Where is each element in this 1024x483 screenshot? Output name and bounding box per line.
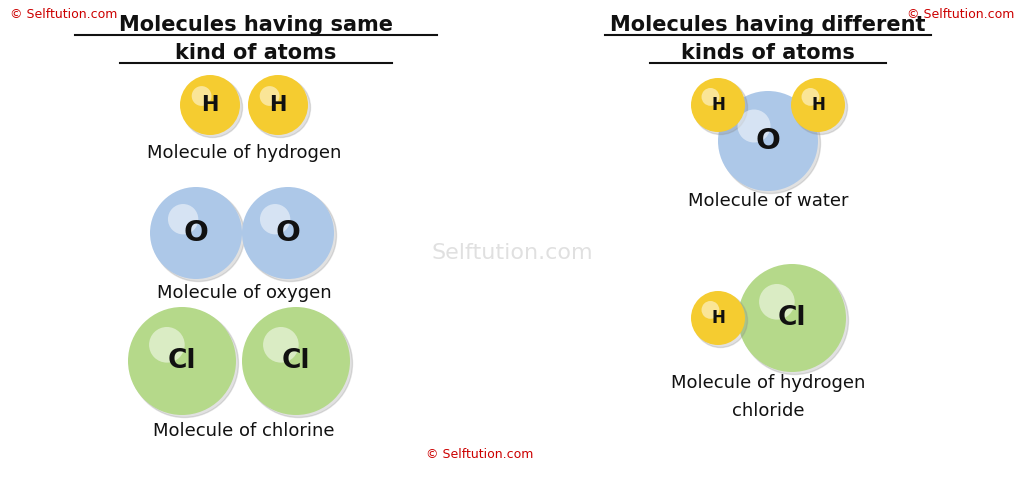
Circle shape [128,307,236,415]
Text: O: O [275,219,300,247]
Text: Cl: Cl [778,305,806,331]
Text: O: O [183,219,209,247]
Circle shape [759,284,795,320]
Circle shape [737,110,770,142]
Circle shape [251,77,310,138]
Circle shape [150,327,184,363]
Circle shape [693,294,748,347]
Text: H: H [711,309,725,327]
Text: Molecules having same: Molecules having same [119,15,393,35]
Text: Molecule of chlorine: Molecule of chlorine [154,422,335,440]
Circle shape [701,301,719,319]
Circle shape [150,187,242,279]
Text: Cl: Cl [168,348,197,374]
Circle shape [738,264,846,372]
Circle shape [693,81,748,134]
Text: H: H [711,96,725,114]
Circle shape [242,187,334,279]
Circle shape [248,75,308,135]
Text: Molecule of hydrogen: Molecule of hydrogen [671,374,865,392]
Circle shape [245,310,352,417]
Text: Selftution.com: Selftution.com [431,243,593,263]
Circle shape [168,204,199,234]
Circle shape [263,327,299,363]
Text: H: H [811,96,825,114]
Circle shape [182,77,243,138]
Circle shape [740,267,849,374]
Circle shape [691,78,745,132]
Text: kind of atoms: kind of atoms [175,43,337,63]
Text: O: O [756,127,780,155]
Text: © Selftution.com: © Selftution.com [426,448,534,461]
Circle shape [153,189,245,282]
Text: Molecule of water: Molecule of water [688,192,848,210]
Text: Molecules having different: Molecules having different [610,15,926,35]
Text: Molecule of oxygen: Molecule of oxygen [157,284,332,302]
Text: H: H [202,95,219,115]
Text: © Selftution.com: © Selftution.com [10,8,118,21]
Circle shape [245,189,337,282]
Circle shape [260,204,290,234]
Circle shape [721,94,820,194]
Text: Molecule of hydrogen: Molecule of hydrogen [146,144,341,162]
Circle shape [242,307,350,415]
Text: H: H [269,95,287,115]
Text: kinds of atoms: kinds of atoms [681,43,855,63]
Circle shape [180,75,240,135]
Circle shape [130,310,239,417]
Circle shape [718,91,818,191]
Circle shape [794,81,848,134]
Text: Cl: Cl [282,348,310,374]
Text: chloride: chloride [732,402,804,420]
Circle shape [191,86,212,106]
Circle shape [691,291,745,345]
Circle shape [802,88,819,106]
Text: © Selftution.com: © Selftution.com [906,8,1014,21]
Circle shape [791,78,845,132]
Circle shape [260,86,280,106]
Circle shape [701,88,719,106]
